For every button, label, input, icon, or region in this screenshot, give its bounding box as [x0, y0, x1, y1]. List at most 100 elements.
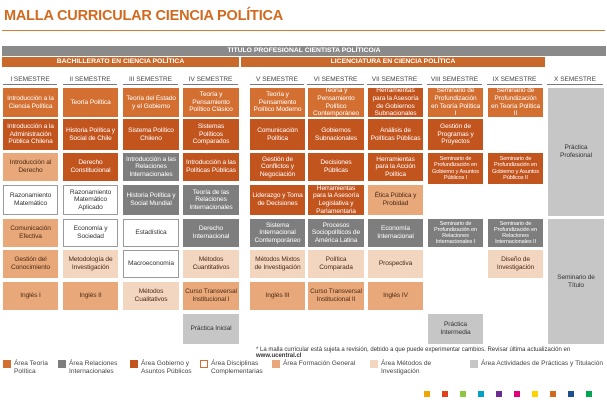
legend-formacion-general: Área Formación General — [272, 360, 362, 368]
brand-square — [550, 391, 556, 397]
legend-swatch — [370, 360, 378, 368]
course-cell: Práctica Intermedia — [428, 314, 483, 344]
course-cell: Gobiernos Subnacionales — [308, 119, 364, 150]
legend-swatch — [130, 360, 138, 368]
title-divider — [2, 30, 605, 31]
semester-header-5: V SEMESTRE — [250, 75, 304, 85]
course-cell: Teoría Política — [63, 88, 118, 117]
course-cell: Seminario de Profundización en Teoría Po… — [488, 88, 543, 117]
page-title: MALLA CURRICULAR CIENCIA POLÍTICA — [4, 8, 284, 24]
course-cell: Introducción al Derecho — [3, 153, 58, 181]
course-cell: Inglés III — [250, 282, 305, 310]
course-cell: Prospectiva — [368, 250, 423, 278]
course-cell: Introducción a las Relaciones Internacio… — [123, 153, 179, 181]
semester-header-10: X SEMESTRE — [547, 75, 603, 85]
course-cell: Derecho Constitucional — [63, 153, 118, 181]
course-cell: Liderazgo y Toma de Decisiones — [250, 185, 305, 215]
course-cell: Herramientas para la Asesoría de Gobiern… — [368, 88, 423, 117]
course-cell: Análisis de Políticas Públicas — [368, 119, 423, 150]
course-cell: Teoría y Pensamiento Político Clásico — [183, 88, 239, 117]
brand-square — [424, 391, 430, 397]
course-cell: Teoría de las Relaciones Internacionales — [183, 185, 239, 215]
course-cell: Métodos Cualitativos — [123, 282, 179, 310]
course-cell: Sistema Político Chileno — [123, 119, 179, 150]
course-cell: Introducción a las Políticas Públicas — [183, 153, 239, 181]
legend-teoria: Área Teoría Política — [3, 360, 63, 376]
brand-square — [514, 391, 520, 397]
course-cell: Práctica Profesional — [548, 88, 604, 216]
brand-square — [568, 391, 574, 397]
course-cell: Historia Política y Social de Chile — [63, 119, 118, 150]
legend-gobierno: Área Gobierno y Asuntos Públicos — [130, 360, 202, 376]
semester-header-1: I SEMESTRE — [3, 75, 57, 85]
course-cell: Herramientas para la Acción Política — [368, 153, 423, 181]
course-cell: Teoría y Pensamiento Político Contemporá… — [308, 88, 364, 117]
course-cell: Historia Política y Social Mundial — [123, 185, 179, 215]
course-cell: Herramientas para la Asesoría Legislativ… — [308, 185, 364, 215]
brand-square — [586, 391, 592, 397]
course-cell: Comunicación Efectiva — [3, 219, 58, 247]
course-cell: Gestión del Conocimiento — [3, 250, 58, 278]
legend-relaciones-internacionales: Área Relaciones Internacionales — [58, 360, 132, 376]
licenciatura-bar: LICENCIATURA EN CIENCIA POLÍTICA — [241, 57, 545, 67]
semester-header-4: IV SEMESTRE — [183, 75, 238, 85]
course-cell: Inglés I — [3, 282, 58, 310]
legend-swatch — [58, 360, 66, 368]
course-cell: Sistemas Políticos Comparados — [183, 119, 239, 150]
semester-header-2: II SEMESTRE — [63, 75, 117, 85]
course-cell: Inglés IV — [368, 282, 423, 310]
brand-square — [532, 391, 538, 397]
course-cell: Seminario de Título — [548, 219, 604, 344]
course-cell: Macroeconomía — [123, 250, 179, 278]
course-cell: Sistema Internacional Contemporáneo — [250, 219, 305, 247]
course-cell: Seminario de Profundización en Teoría Po… — [428, 88, 483, 117]
course-cell: Derecho Internacional — [183, 219, 239, 247]
professional-title-bar: TITULO PROFESIONAL CIENTISTA POLÍTICO/A — [2, 46, 606, 56]
course-cell: Curso Transversal Institucional I — [183, 282, 239, 310]
course-cell: Teoría y Pensamiento Político Moderno — [250, 88, 305, 117]
course-cell: Procesos Sociopolíticos de América Latin… — [308, 219, 364, 247]
semester-header-7: VII SEMESTRE — [367, 75, 422, 85]
course-cell: Economía y Sociedad — [63, 219, 118, 247]
course-cell: Razonamiento Matemático Aplicado — [63, 185, 118, 215]
footnote: * La malla curricular está sujeta a revi… — [256, 347, 571, 359]
course-cell: Seminario de Profundización en Gobierno … — [428, 153, 483, 184]
course-cell: Ética Pública y Probidad — [368, 185, 423, 215]
bachillerato-bar: BACHILLERATO EN CIENCIA POLÍTICA — [2, 57, 239, 67]
course-cell: Métodos Mixtos de Investigación — [250, 250, 305, 278]
brand-square — [478, 391, 484, 397]
course-cell: Seminario de Profundización en Gobierno … — [488, 153, 543, 184]
semester-header-6: VI SEMESTRE — [307, 75, 364, 85]
course-cell: Introducción a la Administración Pública… — [3, 119, 58, 150]
legend-metodos: Área Métodos de Investigación — [370, 360, 470, 376]
brand-square — [460, 391, 466, 397]
course-cell: Curso Transversal Institucional II — [308, 282, 364, 310]
course-cell: Economía Internacional — [368, 219, 423, 247]
legend-swatch — [470, 360, 478, 368]
semester-header-3: III SEMESTRE — [123, 75, 178, 85]
brand-square — [496, 391, 502, 397]
course-cell: Teoría del Estado y el Gobierno — [123, 88, 179, 117]
course-cell: Comunicación Política — [250, 119, 305, 150]
course-cell: Métodos Cuantitativos — [183, 250, 239, 278]
course-cell: Diseño de Investigación — [488, 250, 543, 278]
course-cell: Decisiones Públicas — [308, 153, 364, 181]
legend-practicas: Área Actividades de Prácticas y Titulaci… — [470, 360, 606, 368]
legend-swatch — [272, 360, 280, 368]
course-cell: Práctica Inicial — [183, 314, 239, 344]
semester-header-8: VIII SEMESTRE — [427, 75, 482, 85]
legend-disciplinas: Área Disciplinas Complementarias — [200, 360, 280, 376]
course-cell: Gestión de Programas y Proyectos — [428, 119, 483, 150]
legend-swatch — [200, 360, 208, 368]
course-cell: Política Comparada — [308, 250, 364, 278]
course-cell: Seminario de Profundización en Relacione… — [428, 219, 483, 247]
course-cell: Razonamiento Matemático — [3, 185, 58, 215]
course-cell: Gestión de Conflictos y Negociación — [250, 153, 305, 181]
semester-header-9: IX SEMESTRE — [487, 75, 542, 85]
course-cell: Metodología de Investigación — [63, 250, 118, 278]
legend-swatch — [3, 360, 11, 368]
footnote-url[interactable]: www.ucentral.cl — [256, 353, 302, 359]
course-cell: Introducción a la Ciencia Política — [3, 88, 58, 117]
course-cell: Inglés II — [63, 282, 118, 310]
brand-square — [442, 391, 448, 397]
